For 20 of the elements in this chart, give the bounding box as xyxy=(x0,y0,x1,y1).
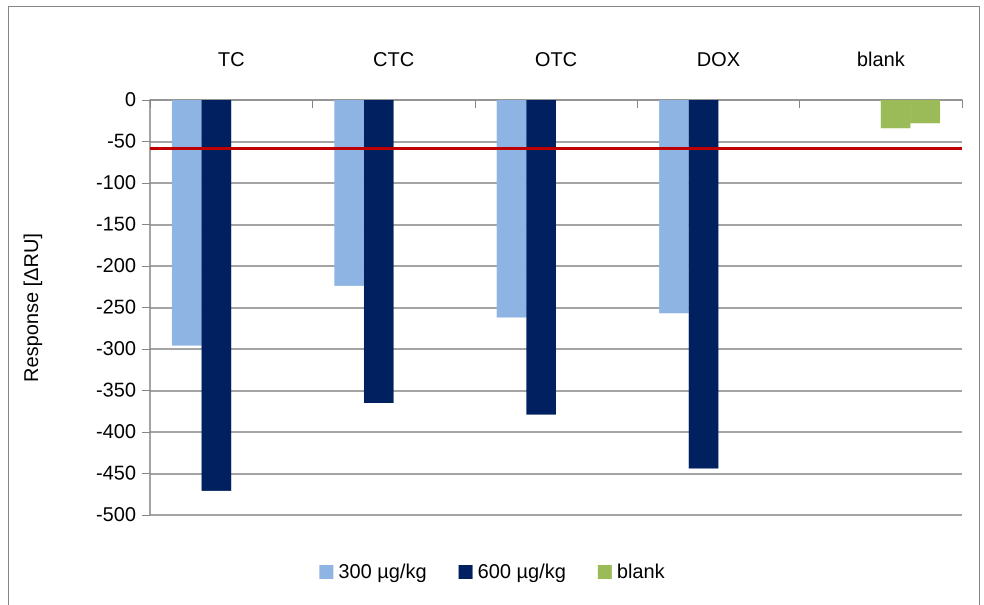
x-tick-label: OTC xyxy=(534,49,578,71)
x-tick-label: CTC xyxy=(373,49,414,71)
y-tick-label: -500 xyxy=(96,504,136,526)
y-axis-title: Response [ΔRU] xyxy=(21,233,43,382)
x-tick-label: blank xyxy=(856,49,906,71)
y-tick-label: -150 xyxy=(96,214,136,236)
y-tick-label: -50 xyxy=(107,130,136,152)
y-tick-label: 0 xyxy=(124,89,136,111)
y-tick-label: -450 xyxy=(96,462,136,484)
x-tick-label: TC xyxy=(218,49,245,71)
y-tick-label: -250 xyxy=(96,296,136,318)
legend-label: blank xyxy=(616,561,666,583)
y-tick-label: -100 xyxy=(96,172,136,194)
y-tick-label: -200 xyxy=(96,255,136,277)
y-tick-label: -300 xyxy=(96,338,136,360)
y-tick-label: -350 xyxy=(96,380,136,402)
legend-label: 600 µg/kg xyxy=(478,561,566,583)
x-tick-label: DOX xyxy=(696,49,740,71)
y-tick-label: -400 xyxy=(96,421,136,443)
legend-label: 300 µg/kg xyxy=(338,561,427,583)
